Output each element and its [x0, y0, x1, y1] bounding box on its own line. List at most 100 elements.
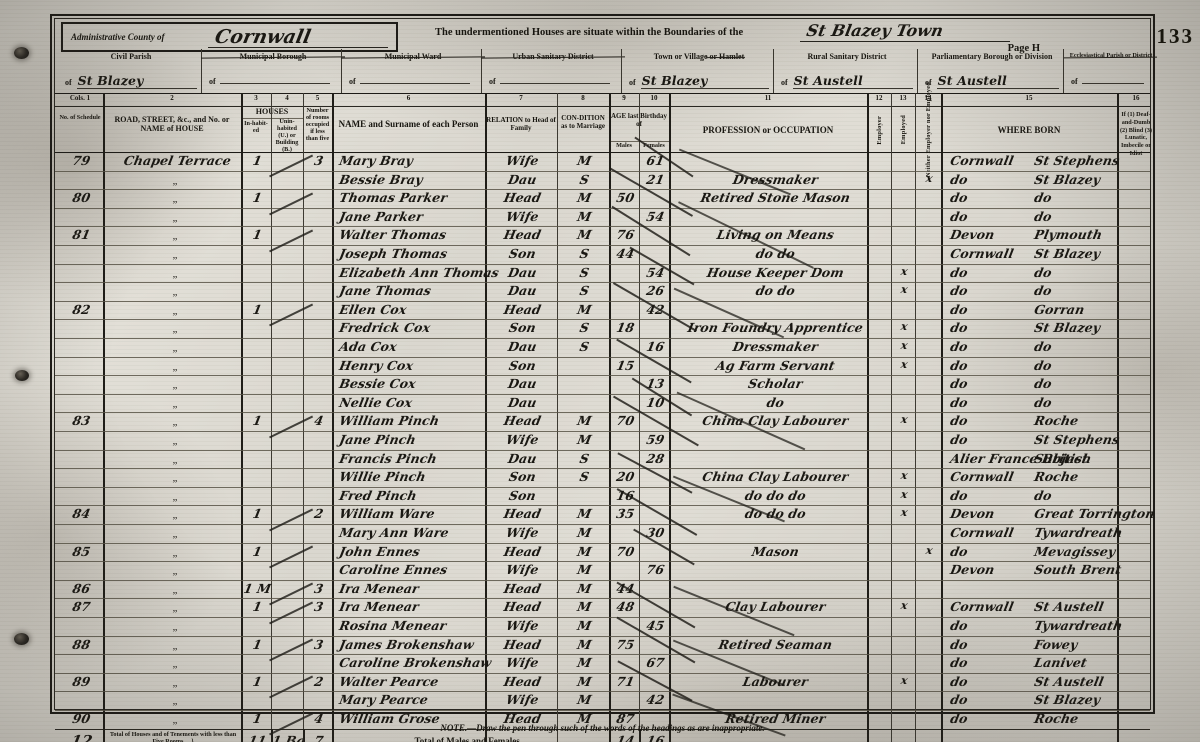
- cell-born-place: Roche: [1033, 413, 1080, 429]
- punch-hole-middle: [15, 370, 29, 381]
- row-rule: [55, 579, 1150, 581]
- table-row: 83 „ 1 4 William Pinch Head M 70 China Clay Labo…: [55, 412, 1150, 431]
- header-name: NAME and Surname of each Person: [338, 119, 479, 129]
- row-rule: [55, 672, 1150, 674]
- header-schedule: No. of Schedule: [59, 114, 101, 121]
- totals-rule: [639, 728, 641, 742]
- cell-age-male: 71: [615, 673, 636, 689]
- cell-schedule: 88: [71, 636, 92, 652]
- totals-rule: [103, 728, 105, 742]
- row-rule: [55, 375, 1150, 377]
- cell-age-female: 54: [645, 208, 666, 224]
- cell-age-male: 75: [615, 636, 636, 652]
- cell-road: „: [172, 379, 180, 392]
- column-number: 4: [285, 94, 289, 102]
- column-number: 11: [764, 94, 772, 102]
- cell-born-place: St Blazey: [1033, 320, 1102, 336]
- cell-born-place: Plymouth: [1033, 227, 1104, 243]
- district-of: of: [65, 78, 72, 87]
- cell-name: Thomas Parker: [338, 190, 449, 206]
- district-value: St Blazey: [77, 73, 144, 88]
- cell-road: „: [172, 621, 180, 633]
- cell-road: „: [172, 639, 180, 652]
- cell-age-male: 50: [615, 190, 636, 206]
- cell-name: Joseph Thomas: [338, 246, 449, 261]
- cell-road: „: [172, 565, 180, 578]
- header-rooms: Number of rooms occupied if less than fi…: [305, 107, 330, 142]
- column-rule: [557, 93, 558, 742]
- cell-age-female: 76: [645, 562, 666, 578]
- cell-road: „: [172, 509, 180, 522]
- cell-inhabited: 1: [251, 599, 264, 615]
- cell-road: „: [172, 583, 180, 596]
- header-inhabited: In-habit-ed: [244, 120, 268, 134]
- form-header: Administrative County of Cornwall The un…: [55, 19, 1152, 93]
- cell-employed: x: [899, 320, 909, 334]
- row-rule: [55, 654, 1150, 656]
- cell-relation: Head: [502, 413, 543, 429]
- column-rule: [669, 93, 671, 742]
- row-rule: [55, 449, 1150, 451]
- district-underline: [1081, 83, 1144, 84]
- row-rule: [55, 282, 1150, 284]
- column-rule: [915, 93, 916, 742]
- cell-condition: S: [578, 320, 591, 336]
- row-rule: [55, 561, 1150, 563]
- cell-rooms: 3: [313, 580, 325, 596]
- cell-relation: Head: [502, 301, 543, 317]
- table-row: „ Elizabeth Ann Thomas Dau S 54 House Keeper …: [55, 264, 1150, 283]
- cell-employed: x: [899, 506, 909, 520]
- cell-born-place: Great Torrington: [1033, 506, 1157, 522]
- column-rule: [332, 93, 334, 742]
- table-row: „ Jane Pinch Wife M 59 do St Stephens: [55, 431, 1150, 450]
- cell-condition: M: [576, 153, 593, 168]
- cell-name: Mary Pearce: [338, 692, 430, 708]
- preamble-text: The undermentioned Houses are situate wi…: [435, 27, 744, 38]
- cell-relation: Son: [507, 487, 538, 503]
- row-rule: [55, 635, 1150, 637]
- cell-inhabited: 1: [251, 673, 264, 689]
- column-number: 9: [622, 94, 626, 102]
- cell-condition: M: [576, 580, 593, 596]
- cell-employed: x: [899, 357, 909, 371]
- cell-age-male: 70: [615, 413, 636, 429]
- cell-born-place: Lanivet: [1033, 655, 1089, 671]
- district-cell-urban-sanitary: Urban Sanitary District of: [485, 49, 621, 93]
- column-number: 6: [406, 94, 411, 102]
- cell-employed: x: [899, 283, 909, 297]
- cell-rooms: 2: [313, 673, 325, 689]
- cell-profession: Living on Means: [715, 227, 836, 243]
- cell-born-place: Tywardreath: [1033, 618, 1124, 633]
- cell-employed: x: [899, 673, 909, 687]
- cell-name: Caroline Ennes: [338, 562, 449, 578]
- cell-condition: S: [578, 469, 591, 485]
- cell-profession: Ag Farm Servant: [714, 357, 837, 373]
- cell-age-female: 59: [645, 432, 666, 447]
- cell-road: „: [172, 453, 180, 466]
- district-cell-parliamentary: Parliamentary Borough or Division of St …: [921, 49, 1063, 93]
- cell-name: Ellen Cox: [338, 301, 408, 317]
- cell-age-female: 45: [645, 618, 666, 633]
- cell-born-place: do: [1033, 339, 1054, 354]
- district-of: of: [489, 77, 496, 86]
- cell-condition: M: [576, 525, 593, 540]
- cell-age-female: 21: [645, 171, 666, 187]
- cell-age-female: 28: [645, 450, 666, 466]
- column-header-vertical-text: Employer: [875, 115, 883, 145]
- totals-label: Total of Houses and of Tenements with le…: [109, 730, 237, 742]
- header-divider: [201, 49, 202, 93]
- column-number: 10: [650, 94, 658, 102]
- cell-inhabited: 1: [251, 190, 264, 206]
- cell-condition: M: [576, 673, 593, 689]
- header-divider: [341, 49, 342, 93]
- cell-road: „: [172, 304, 180, 317]
- cell-inhabited: 1: [251, 506, 264, 522]
- cell-born-place: do: [1033, 264, 1054, 280]
- column-header-vertical-text: Employed: [899, 115, 907, 145]
- cell-name: Elizabeth Ann Thomas: [338, 264, 501, 280]
- cell-age-female: 10: [645, 394, 666, 410]
- cell-relation: Son: [507, 246, 538, 261]
- cell-inhabited: 1: [251, 301, 264, 317]
